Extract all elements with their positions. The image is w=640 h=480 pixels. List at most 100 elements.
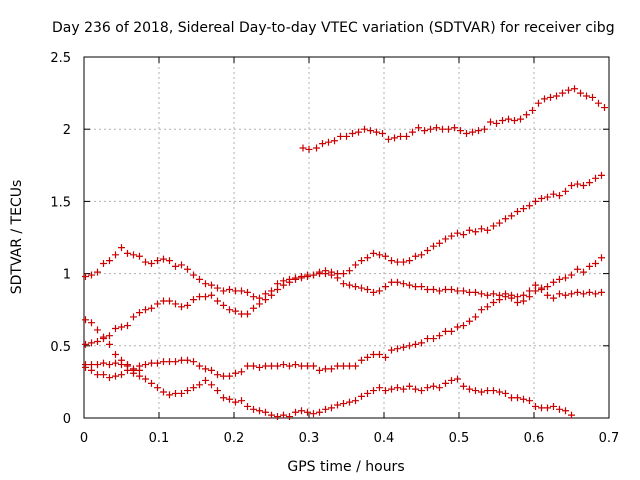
- data-point-marker: [238, 310, 245, 318]
- data-point-marker: [430, 335, 437, 343]
- data-point-marker: [352, 397, 359, 405]
- data-point-marker: [328, 404, 335, 412]
- data-point-marker: [388, 346, 395, 354]
- data-point-marker: [430, 285, 437, 293]
- data-point-marker: [478, 225, 485, 233]
- y-tick-label: 0: [63, 412, 71, 427]
- data-point-marker: [106, 332, 113, 340]
- data-point-marker: [436, 384, 443, 392]
- data-point-marker: [544, 404, 551, 412]
- data-point-marker: [124, 249, 131, 257]
- data-point-marker: [544, 193, 551, 201]
- data-point-marker: [256, 294, 263, 302]
- data-point-marker: [316, 268, 323, 276]
- data-point-marker: [370, 387, 377, 395]
- data-point-marker: [586, 288, 593, 296]
- chart-title: Day 236 of 2018, Sidereal Day-to-day VTE…: [52, 20, 615, 36]
- data-point-marker: [478, 388, 485, 396]
- x-tick-label: 0.6: [524, 431, 545, 446]
- data-point-marker: [232, 369, 239, 377]
- data-point-marker: [88, 271, 95, 279]
- data-point-marker: [550, 294, 557, 302]
- data-point-marker: [196, 381, 203, 389]
- data-point-marker: [94, 326, 101, 334]
- data-point-marker: [337, 132, 344, 140]
- data-point-marker: [358, 284, 365, 292]
- data-point-marker: [388, 385, 395, 393]
- data-point-marker: [586, 179, 593, 187]
- data-point-marker: [160, 255, 167, 263]
- data-point-marker: [142, 306, 149, 314]
- data-point-marker: [364, 389, 371, 397]
- data-point-marker: [367, 127, 374, 135]
- data-point-marker: [262, 408, 269, 416]
- data-point-marker: [226, 372, 233, 380]
- data-point-marker: [118, 361, 125, 369]
- data-point-marker: [286, 413, 293, 421]
- data-point-marker: [400, 280, 407, 288]
- data-point-marker: [553, 92, 560, 100]
- data-point-marker: [541, 95, 548, 103]
- data-point-marker: [460, 231, 467, 239]
- data-point-marker: [412, 385, 419, 393]
- data-point-marker: [310, 271, 317, 279]
- data-point-marker: [322, 270, 329, 278]
- data-point-marker: [442, 379, 449, 387]
- data-point-marker: [106, 361, 113, 369]
- data-point-marker: [511, 117, 518, 125]
- data-point-marker: [484, 387, 491, 395]
- data-point-marker: [286, 275, 293, 283]
- data-point-marker: [568, 290, 575, 298]
- data-point-marker: [166, 297, 173, 305]
- data-point-marker: [361, 125, 368, 133]
- data-point-marker: [376, 251, 383, 259]
- data-point-marker: [154, 257, 161, 265]
- data-point-marker: [415, 124, 422, 132]
- data-point-marker: [346, 281, 353, 289]
- y-tick-label: 1: [63, 268, 71, 283]
- data-point-marker: [343, 132, 350, 140]
- data-point-marker: [142, 361, 149, 369]
- plot-frame: [83, 56, 610, 419]
- data-point-marker: [118, 323, 125, 331]
- data-point-marker: [502, 293, 509, 301]
- data-point-marker: [535, 99, 542, 107]
- y-axis-label: SDTVAR / TECUs: [9, 180, 25, 295]
- data-point-marker: [490, 290, 497, 298]
- data-point-marker: [184, 265, 191, 273]
- data-point-marker: [430, 242, 437, 250]
- data-point-marker: [373, 128, 380, 136]
- data-point-marker: [484, 226, 491, 234]
- data-point-marker: [268, 287, 275, 295]
- data-point-marker: [178, 303, 185, 311]
- data-point-marker: [226, 306, 233, 314]
- data-point-marker: [292, 408, 299, 416]
- data-point-marker: [220, 372, 227, 380]
- data-point-marker: [346, 362, 353, 370]
- data-point-marker: [184, 387, 191, 395]
- data-point-marker: [154, 359, 161, 367]
- data-point-marker: [568, 182, 575, 190]
- data-point-marker: [406, 342, 413, 350]
- data-point-marker: [292, 361, 299, 369]
- data-point-marker: [568, 271, 575, 279]
- data-point-marker: [256, 363, 263, 371]
- data-point-marker: [466, 288, 473, 296]
- x-tick-marks: [83, 57, 610, 418]
- data-point-marker: [406, 281, 413, 289]
- data-point-marker: [328, 365, 335, 373]
- data-point-marker: [562, 187, 569, 195]
- data-point-marker: [382, 353, 389, 361]
- data-point-marker: [298, 407, 305, 415]
- data-point-marker: [280, 411, 287, 419]
- data-point-marker: [592, 290, 599, 298]
- data-point-marker: [100, 371, 107, 379]
- data-point-marker: [178, 261, 185, 269]
- data-point-marker: [376, 287, 383, 295]
- data-point-marker: [214, 387, 221, 395]
- data-point-marker: [376, 384, 383, 392]
- data-point-marker: [460, 322, 467, 330]
- data-point-marker: [238, 287, 245, 295]
- data-point-marker: [556, 275, 563, 283]
- data-point-marker: [382, 387, 389, 395]
